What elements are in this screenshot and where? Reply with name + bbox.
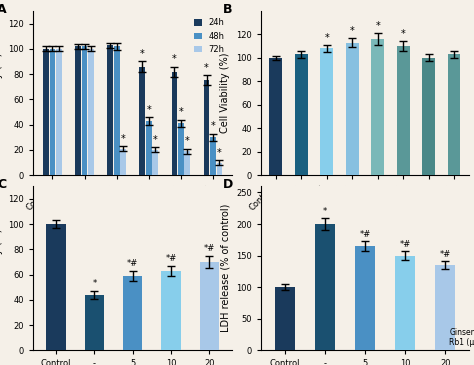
Text: *#: *# bbox=[204, 244, 215, 253]
Bar bbox=[146, 121, 152, 175]
Bar bbox=[435, 265, 456, 350]
Bar bbox=[422, 58, 435, 175]
Bar bbox=[85, 295, 104, 350]
Text: *#: *# bbox=[127, 259, 138, 268]
Bar bbox=[200, 262, 219, 350]
Text: Ginsenoside
Rb1 (μM): Ginsenoside Rb1 (μM) bbox=[449, 328, 474, 347]
Bar bbox=[355, 246, 375, 350]
Text: *#: *# bbox=[400, 240, 410, 249]
Bar bbox=[161, 271, 181, 350]
Text: *: * bbox=[217, 147, 222, 158]
Bar bbox=[82, 46, 87, 175]
Bar bbox=[75, 46, 81, 175]
Text: *#: *# bbox=[439, 250, 451, 260]
Bar bbox=[371, 39, 384, 175]
Y-axis label: Cell Viability (%): Cell Viability (%) bbox=[0, 228, 3, 308]
Bar bbox=[295, 54, 308, 175]
Text: *#: *# bbox=[359, 230, 371, 239]
Bar bbox=[320, 49, 333, 175]
Bar bbox=[178, 123, 184, 175]
Text: C: C bbox=[0, 178, 7, 191]
Bar bbox=[46, 224, 66, 350]
Text: B: B bbox=[223, 3, 233, 16]
Text: *#: *# bbox=[165, 254, 177, 263]
Bar bbox=[56, 49, 62, 175]
Bar bbox=[274, 287, 295, 350]
Text: *: * bbox=[121, 134, 126, 143]
Bar bbox=[395, 255, 415, 350]
Text: Triptolide (nM): Triptolide (nM) bbox=[135, 228, 195, 237]
Y-axis label: Cell Viability (%): Cell Viability (%) bbox=[220, 53, 230, 133]
Bar bbox=[172, 72, 177, 175]
Bar bbox=[217, 162, 222, 175]
Text: *: * bbox=[401, 29, 405, 39]
Text: *: * bbox=[140, 49, 145, 59]
Text: *: * bbox=[146, 104, 151, 115]
Text: *: * bbox=[210, 121, 215, 131]
Bar bbox=[120, 149, 126, 175]
Y-axis label: LDH release (% of control): LDH release (% of control) bbox=[220, 204, 230, 333]
Bar bbox=[397, 46, 410, 175]
Bar bbox=[139, 66, 145, 175]
Bar bbox=[346, 43, 359, 175]
Bar bbox=[123, 276, 143, 350]
Bar bbox=[270, 58, 283, 175]
Bar bbox=[107, 45, 113, 175]
Text: D: D bbox=[223, 178, 233, 191]
Text: *: * bbox=[179, 107, 183, 117]
Bar bbox=[50, 49, 55, 175]
Bar bbox=[114, 46, 119, 175]
Y-axis label: Cell Viability (%): Cell Viability (%) bbox=[0, 53, 3, 133]
Bar bbox=[315, 224, 335, 350]
Text: *: * bbox=[185, 136, 190, 146]
Text: *: * bbox=[323, 207, 327, 216]
Text: A: A bbox=[0, 3, 7, 16]
Text: *: * bbox=[153, 135, 157, 145]
Text: *: * bbox=[325, 32, 329, 43]
Bar bbox=[184, 151, 190, 175]
Bar bbox=[43, 49, 49, 175]
Text: Ginsenoside Rb1 (μM): Ginsenoside Rb1 (μM) bbox=[344, 228, 437, 237]
Text: *: * bbox=[172, 54, 177, 64]
Legend: 24h, 48h, 72h: 24h, 48h, 72h bbox=[191, 15, 228, 57]
Bar bbox=[204, 80, 210, 175]
Bar bbox=[210, 137, 216, 175]
Bar bbox=[447, 54, 460, 175]
Text: *: * bbox=[204, 63, 209, 73]
Text: *: * bbox=[92, 280, 97, 288]
Text: *: * bbox=[375, 21, 380, 31]
Text: *: * bbox=[350, 26, 355, 35]
Bar bbox=[152, 150, 158, 175]
Bar bbox=[88, 49, 94, 175]
